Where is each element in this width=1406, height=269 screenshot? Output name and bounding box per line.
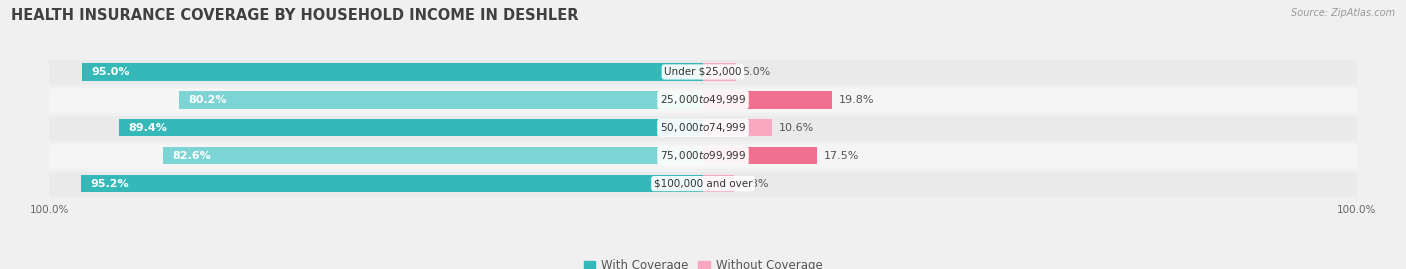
Bar [82,63,703,81]
Text: $100,000 and over: $100,000 and over [654,179,752,189]
Text: $25,000 to $49,999: $25,000 to $49,999 [659,93,747,106]
Bar [179,91,703,108]
Bar [49,86,1357,114]
Text: $75,000 to $99,999: $75,000 to $99,999 [659,149,747,162]
Bar [703,147,817,164]
Text: Under $25,000: Under $25,000 [664,67,742,77]
Text: 5.0%: 5.0% [742,67,770,77]
Text: $50,000 to $74,999: $50,000 to $74,999 [659,121,747,134]
Text: HEALTH INSURANCE COVERAGE BY HOUSEHOLD INCOME IN DESHLER: HEALTH INSURANCE COVERAGE BY HOUSEHOLD I… [11,8,579,23]
Bar [703,91,832,108]
Text: 10.6%: 10.6% [779,123,814,133]
Bar [118,119,703,136]
Text: 95.0%: 95.0% [91,67,131,77]
Text: 82.6%: 82.6% [173,151,211,161]
Text: 80.2%: 80.2% [188,95,226,105]
Bar [49,58,1357,86]
Bar [703,63,735,81]
Bar [163,147,703,164]
Bar [703,175,734,192]
Bar [49,142,1357,170]
Text: 17.5%: 17.5% [824,151,859,161]
Text: Source: ZipAtlas.com: Source: ZipAtlas.com [1291,8,1395,18]
Bar [80,175,703,192]
Bar [49,114,1357,142]
Bar [49,170,1357,197]
Text: 95.2%: 95.2% [90,179,129,189]
Bar [703,119,772,136]
Text: 89.4%: 89.4% [128,123,167,133]
Text: 19.8%: 19.8% [839,95,875,105]
Text: 4.8%: 4.8% [741,179,769,189]
Legend: With Coverage, Without Coverage: With Coverage, Without Coverage [579,255,827,269]
